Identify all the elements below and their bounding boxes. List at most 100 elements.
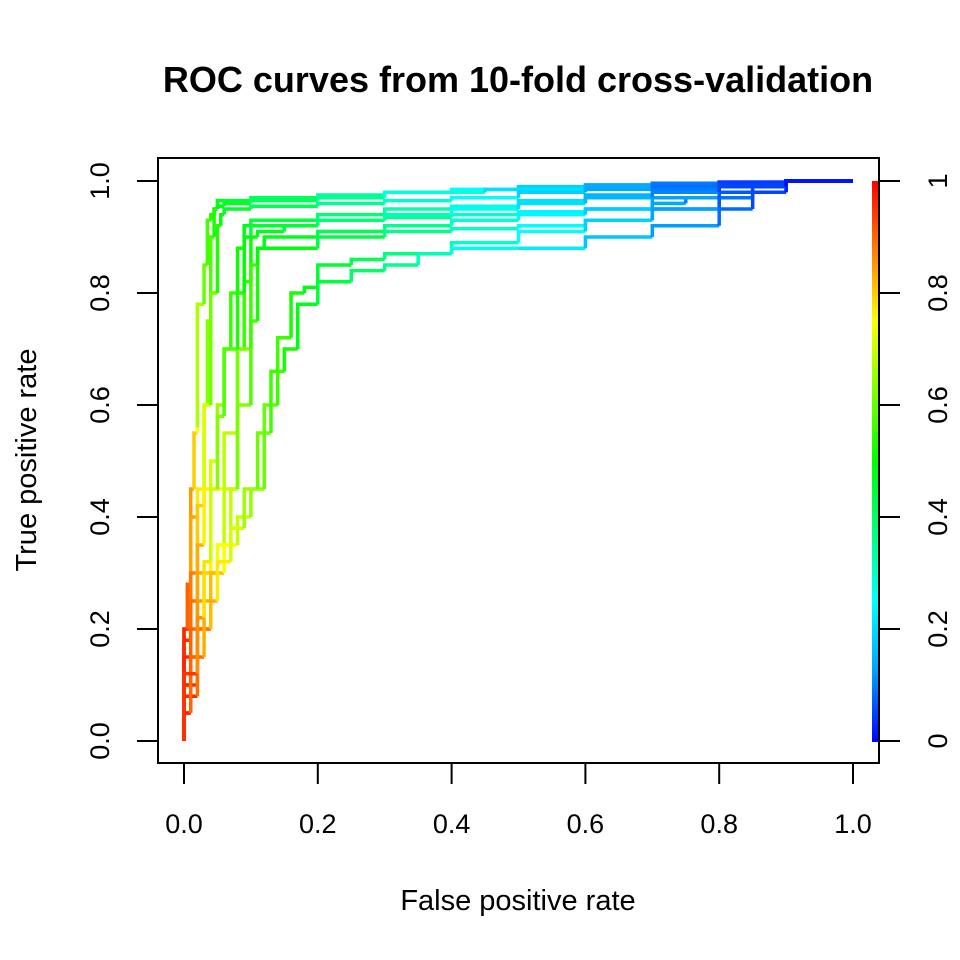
roc-curve-segment: [219, 212, 225, 226]
x-tick-label: 0.4: [433, 809, 471, 839]
roc-curve-segment: [295, 302, 318, 349]
roc-curve-segment: [209, 291, 218, 405]
roc-curve-segment: [242, 235, 251, 293]
roc-curve-6: [182, 179, 853, 741]
roc-curve-segment: [382, 207, 452, 215]
colorbar-tick-label: 0.6: [923, 386, 953, 424]
colorbar-tick-label: 0: [923, 733, 953, 748]
roc-curve-segment: [202, 487, 211, 545]
roc-curve-segment: [275, 336, 292, 405]
x-axis: 0.0 0.2 0.4 0.6 0.8 1.0: [165, 762, 872, 839]
roc-curve-segment: [583, 187, 653, 193]
roc-curve-segment: [717, 184, 787, 193]
roc-curve-segment: [262, 235, 318, 249]
roc-curve-segment: [302, 285, 318, 293]
y-axis: 0.0 0.2 0.4 0.6 0.8 1.0: [85, 162, 159, 760]
roc-curve-segment: [235, 515, 251, 545]
roc-curve-segment: [382, 229, 452, 237]
roc-curve-segment: [316, 212, 385, 221]
roc-curve-segment: [583, 207, 653, 215]
chart-title: ROC curves from 10-fold cross-validation: [163, 59, 873, 100]
x-tick-label: 0.0: [165, 809, 203, 839]
roc-curve-segment: [215, 224, 221, 293]
roc-curve-segment: [229, 487, 238, 545]
roc-curve-segment: [202, 560, 211, 618]
roc-curve-segment: [516, 190, 586, 198]
roc-curve-segment: [235, 403, 251, 489]
roc-curve-segment: [195, 302, 205, 428]
colorbar-tick-label: 0.8: [923, 274, 953, 312]
roc-curve-segment: [222, 347, 238, 417]
roc-curve-segment: [229, 291, 238, 349]
roc-curve-segment: [255, 246, 318, 265]
roc-curve-segment: [382, 190, 486, 198]
roc-curve-segment: [349, 268, 385, 282]
roc-curve-segment: [215, 560, 231, 601]
roc-curve-segment: [249, 263, 258, 349]
roc-curve-segment: [249, 224, 318, 237]
roc-curve-5: [182, 179, 853, 741]
roc-curve-segment: [516, 201, 586, 209]
roc-curve-segment: [188, 515, 198, 585]
y-tick-label: 0.8: [85, 274, 115, 312]
colorbar-tick-label: 1: [923, 173, 953, 188]
roc-curve-segment: [449, 212, 519, 218]
roc-curve-segment: [416, 252, 452, 265]
roc-curve-segment: [215, 414, 225, 489]
roc-curve-segment: [249, 218, 318, 226]
roc-curve-segment: [483, 187, 586, 193]
roc-curve-segment: [222, 543, 238, 573]
roc-curve-segment: [382, 212, 452, 221]
roc-curve-segment: [316, 229, 385, 237]
roc-curve-segment: [202, 263, 208, 305]
y-axis-label: True positive rate: [11, 349, 43, 572]
roc-curve-segment: [255, 229, 285, 237]
x-tick-label: 1.0: [834, 809, 872, 839]
x-axis-label: False positive rate: [400, 885, 635, 917]
roc-curve-segment: [249, 487, 265, 517]
roc-curve-segment: [282, 347, 298, 372]
roc-curve-segment: [235, 246, 245, 293]
roc-curve-segment: [349, 257, 385, 265]
roc-curve-segment: [449, 218, 519, 226]
roc-curve-segment: [235, 347, 251, 489]
y-tick-label: 1.0: [85, 162, 115, 200]
roc-curve-segment: [583, 235, 653, 249]
roc-curve-segment: [222, 207, 251, 215]
roc-curve-segment: [289, 291, 305, 338]
roc-curve-segment: [650, 224, 720, 237]
roc-curve-segment: [382, 224, 452, 232]
y-tick-label: 0.4: [85, 498, 115, 536]
roc-curve-segment: [650, 190, 720, 198]
roc-curve-segment: [269, 369, 285, 433]
roc-curve-9: [182, 179, 853, 741]
x-tick-label: 0.8: [700, 809, 738, 839]
roc-curve-1: [182, 179, 853, 741]
roc-curve-segment: [202, 403, 211, 506]
y-tick-label: 0.6: [85, 386, 115, 424]
colorbar: [872, 181, 879, 742]
roc-curve-segment: [516, 229, 586, 243]
roc-curve-segment: [255, 431, 271, 489]
colorbar-tick-label: 0.4: [923, 498, 953, 536]
roc-curve-segment: [215, 198, 225, 204]
roc-curve-segment: [209, 571, 225, 629]
roc-curve-10: [182, 179, 853, 741]
roc-curve-segment: [249, 204, 318, 209]
roc-curve-segment: [235, 291, 245, 349]
roc-curve-2: [182, 179, 853, 741]
roc-curve-segment: [717, 207, 753, 226]
roc-curve-segment: [449, 196, 519, 201]
roc-curve-segment: [249, 198, 318, 204]
roc-curve-7: [182, 179, 853, 741]
roc-curve-segment: [650, 207, 720, 221]
roc-curve-segment: [784, 179, 853, 187]
roc-curve-segment: [242, 487, 258, 529]
colorbar-tick-label: 0.2: [923, 610, 953, 648]
roc-curve-segment: [182, 672, 198, 741]
roc-curve-segment: [382, 198, 452, 204]
roc-curve-segment: [222, 431, 238, 489]
y-tick-label: 0.0: [85, 722, 115, 760]
roc-curve-segment: [316, 196, 385, 201]
